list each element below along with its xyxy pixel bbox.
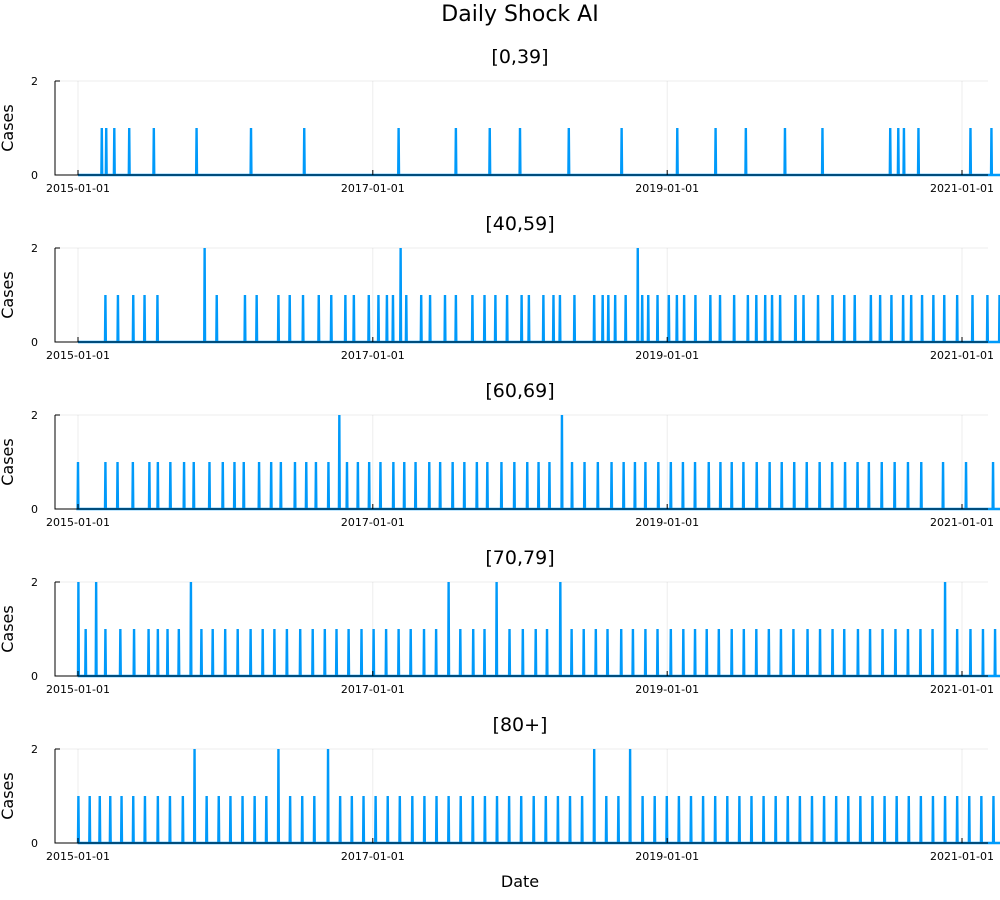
x-tick-label: 2017-01-01 <box>341 182 405 195</box>
x-tick-label: 2015-01-01 <box>46 349 110 362</box>
y-tick-label: 0 <box>31 670 38 683</box>
y-tick-label: 0 <box>31 837 38 850</box>
x-tick-label: 2021-01-01 <box>930 683 994 696</box>
y-axis-label: Cases <box>0 438 17 486</box>
y-tick-label: 2 <box>31 75 38 88</box>
series-line <box>76 414 1000 511</box>
subplot-title: [60,69] <box>485 380 554 402</box>
x-tick-label: 2019-01-01 <box>635 182 699 195</box>
subplot-4: 0 2 2015-01-01 2017-01-01 2019-01-01 2021-01-… <box>0 547 1000 696</box>
x-tick-label: 2019-01-01 <box>635 683 699 696</box>
y-tick-label: 0 <box>31 503 38 516</box>
y-axis-label: Cases <box>0 271 17 319</box>
y-axis-label: Cases <box>0 104 17 152</box>
subplot-title: [40,59] <box>485 213 554 235</box>
series-line <box>78 247 1000 344</box>
x-tick-label: 2015-01-01 <box>46 516 110 529</box>
x-tick-label: 2017-01-01 <box>341 683 405 696</box>
x-tick-label: 2019-01-01 <box>635 349 699 362</box>
x-tick-label: 2017-01-01 <box>341 516 405 529</box>
x-tick-label: 2017-01-01 <box>341 349 405 362</box>
subplot-2: 0 2 2015-01-01 2017-01-01 2019-01-01 2021-01-… <box>0 213 1000 362</box>
y-tick-label: 0 <box>31 169 38 182</box>
y-tick-label: 2 <box>31 743 38 756</box>
subplot-5: 0 2 2015-01-01 2017-01-01 2019-01-01 2021-01-… <box>0 714 1000 863</box>
chart-panels: 0 2 2015-01-01 2017-01-01 2019-01-01 2021-01-… <box>0 46 1000 863</box>
subplot-title: [70,79] <box>485 547 554 569</box>
x-tick-label: 2021-01-01 <box>930 850 994 863</box>
x-tick-label: 2015-01-01 <box>46 850 110 863</box>
series-line <box>78 127 1000 177</box>
x-tick-label: 2021-01-01 <box>930 182 994 195</box>
series-line <box>76 581 1000 678</box>
x-tick-label: 2015-01-01 <box>46 683 110 696</box>
subplot-3: 0 2 2015-01-01 2017-01-01 2019-01-01 2021-01-… <box>0 380 1000 529</box>
series-line <box>76 748 1000 845</box>
y-axis-label: Cases <box>0 605 17 653</box>
y-tick-label: 2 <box>31 409 38 422</box>
x-tick-label: 2019-01-01 <box>635 516 699 529</box>
x-tick-label: 2015-01-01 <box>46 182 110 195</box>
x-tick-label: 2021-01-01 <box>930 349 994 362</box>
chart-title: Daily Shock AI <box>441 2 598 27</box>
x-tick-label: 2021-01-01 <box>930 516 994 529</box>
y-axis-label: Cases <box>0 772 17 820</box>
x-tick-label: 2019-01-01 <box>635 850 699 863</box>
subplot-title: [80+] <box>493 714 548 736</box>
x-axis-label: Date <box>501 872 539 891</box>
y-tick-label: 0 <box>31 336 38 349</box>
subplot-1: 0 2 2015-01-01 2017-01-01 2019-01-01 2021-01-… <box>0 46 1000 195</box>
x-tick-label: 2017-01-01 <box>341 850 405 863</box>
y-tick-label: 2 <box>31 242 38 255</box>
y-tick-label: 2 <box>31 576 38 589</box>
subplot-title: [0,39] <box>491 46 548 68</box>
